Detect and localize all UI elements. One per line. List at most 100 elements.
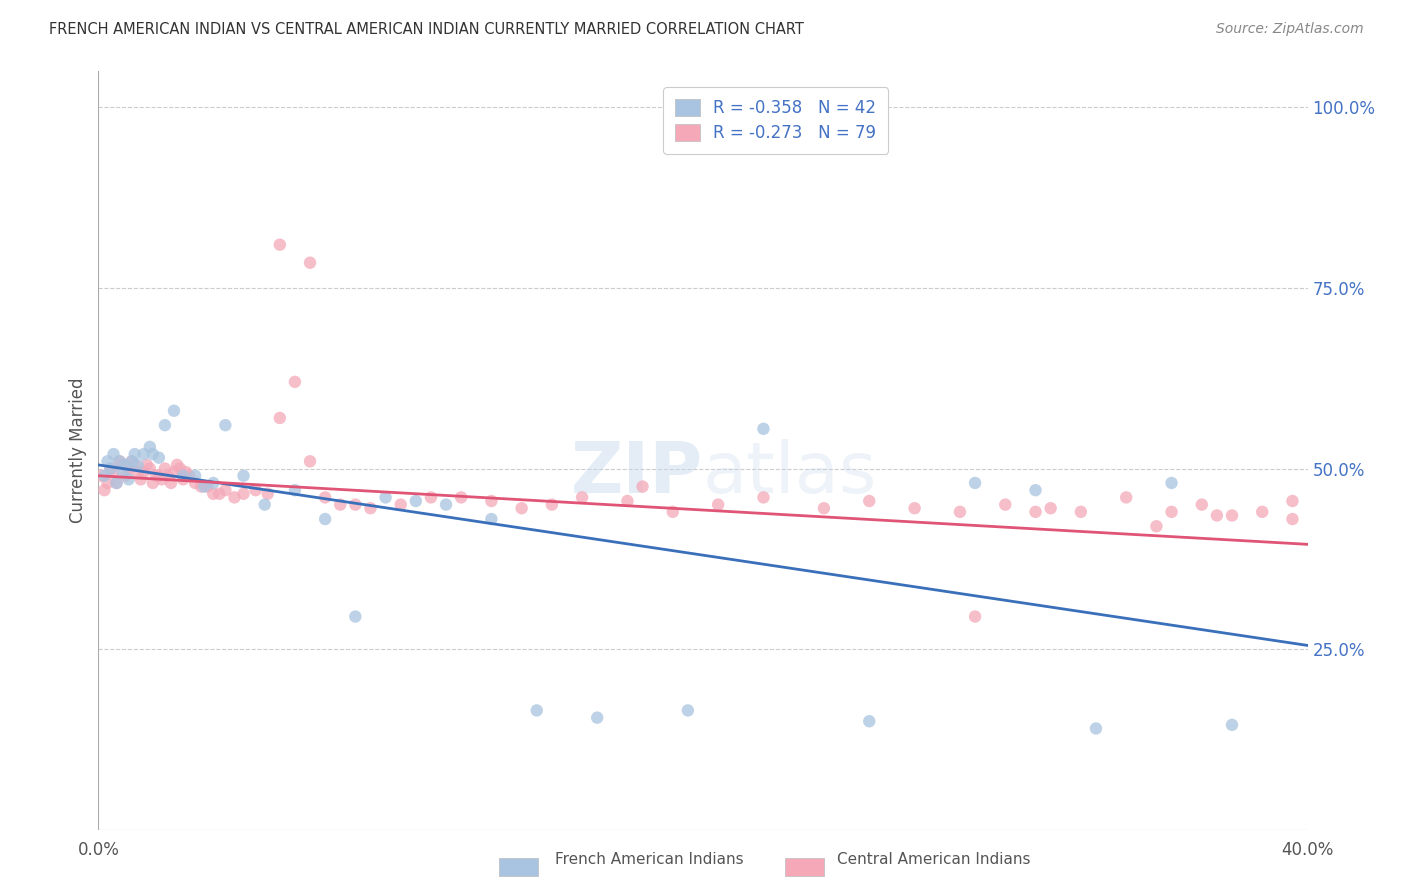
Point: [174, 465, 197, 479]
Point: [179, 468, 201, 483]
Point: [232, 468, 254, 483]
Point: [214, 483, 236, 498]
Point: [127, 458, 149, 472]
Point: [631, 479, 654, 493]
Point: [118, 461, 141, 475]
Point: [1039, 501, 1062, 516]
Point: [224, 491, 246, 505]
Point: [813, 501, 835, 516]
Point: [752, 422, 775, 436]
Point: [253, 498, 276, 512]
Point: [245, 483, 267, 498]
Point: [1160, 475, 1182, 490]
Point: [374, 491, 396, 505]
Point: [142, 447, 165, 461]
Point: [96, 475, 118, 490]
Point: [132, 447, 155, 461]
Point: [160, 475, 183, 490]
Point: [153, 461, 176, 475]
Point: [389, 498, 412, 512]
Point: [540, 498, 562, 512]
Text: French American Indians: French American Indians: [555, 852, 744, 867]
Point: [163, 465, 186, 479]
Point: [127, 465, 149, 479]
Point: [100, 461, 122, 475]
Text: Central American Indians: Central American Indians: [837, 852, 1031, 867]
Point: [103, 465, 125, 479]
Point: [1281, 512, 1303, 526]
Point: [202, 487, 225, 501]
Point: [202, 475, 225, 490]
Point: [93, 468, 115, 483]
Text: atlas: atlas: [703, 439, 877, 508]
Point: [1160, 505, 1182, 519]
Text: Source: ZipAtlas.com: Source: ZipAtlas.com: [1216, 22, 1364, 37]
Point: [118, 472, 141, 486]
Point: [124, 447, 146, 461]
Point: [661, 505, 683, 519]
Text: FRENCH AMERICAN INDIAN VS CENTRAL AMERICAN INDIAN CURRENTLY MARRIED CORRELATION : FRENCH AMERICAN INDIAN VS CENTRAL AMERIC…: [49, 22, 804, 37]
Point: [314, 512, 336, 526]
Point: [166, 458, 188, 472]
Point: [510, 501, 533, 516]
Point: [299, 454, 322, 468]
Point: [145, 468, 167, 483]
Point: [121, 454, 143, 468]
Point: [994, 498, 1017, 512]
Point: [434, 498, 457, 512]
Point: [108, 454, 131, 468]
Point: [156, 468, 179, 483]
Point: [284, 483, 307, 498]
Point: [360, 501, 382, 516]
Point: [1115, 491, 1137, 505]
Point: [153, 418, 176, 433]
Point: [232, 487, 254, 501]
Point: [184, 468, 207, 483]
Point: [139, 440, 162, 454]
Point: [214, 418, 236, 433]
Point: [208, 487, 231, 501]
Point: [329, 498, 352, 512]
Point: [256, 487, 278, 501]
Point: [111, 458, 134, 472]
Point: [269, 237, 291, 252]
Point: [858, 714, 880, 729]
Point: [129, 472, 152, 486]
Point: [1024, 483, 1046, 498]
Point: [121, 454, 143, 468]
Point: [571, 491, 593, 505]
Point: [1070, 505, 1092, 519]
Point: [105, 475, 128, 490]
Point: [163, 403, 186, 417]
Point: [450, 491, 472, 505]
Point: [481, 494, 503, 508]
Point: [405, 494, 427, 508]
Point: [148, 450, 170, 465]
Point: [132, 465, 155, 479]
Point: [586, 711, 609, 725]
Point: [139, 461, 162, 475]
Point: [858, 494, 880, 508]
Point: [172, 472, 194, 486]
Point: [90, 468, 112, 483]
Point: [965, 609, 987, 624]
Point: [616, 494, 638, 508]
Point: [1085, 722, 1108, 736]
Point: [1220, 508, 1243, 523]
Point: [190, 479, 212, 493]
Point: [904, 501, 927, 516]
Point: [184, 475, 207, 490]
Point: [114, 458, 136, 472]
Point: [481, 512, 503, 526]
Point: [96, 454, 118, 468]
Point: [114, 468, 136, 483]
Point: [1144, 519, 1167, 533]
Point: [1024, 505, 1046, 519]
Point: [93, 483, 115, 498]
Point: [142, 475, 165, 490]
Point: [949, 505, 972, 519]
Point: [1281, 494, 1303, 508]
Point: [299, 256, 322, 270]
Point: [707, 498, 730, 512]
Point: [965, 475, 987, 490]
